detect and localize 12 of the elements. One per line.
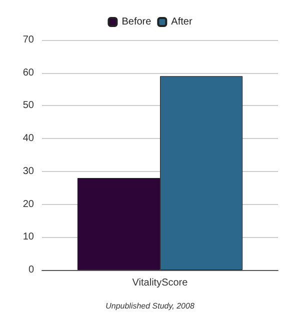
legend-label: After	[171, 16, 193, 28]
x-tick-label: VitalityScore	[132, 278, 188, 288]
y-tick-label: 50	[22, 100, 34, 112]
y-tick-label: 30	[22, 166, 34, 177]
legend-label: Before	[122, 16, 152, 28]
y-tick-label: 10	[22, 232, 34, 243]
y-tick-label: 60	[22, 67, 34, 78]
y-tick-label: 70	[22, 34, 34, 46]
text: Unpublished Study, 2008	[106, 302, 195, 310]
y-tick-label: 40	[22, 133, 34, 144]
y-tick-label: 0	[28, 264, 34, 276]
y-tick-label: 20	[22, 198, 34, 210]
